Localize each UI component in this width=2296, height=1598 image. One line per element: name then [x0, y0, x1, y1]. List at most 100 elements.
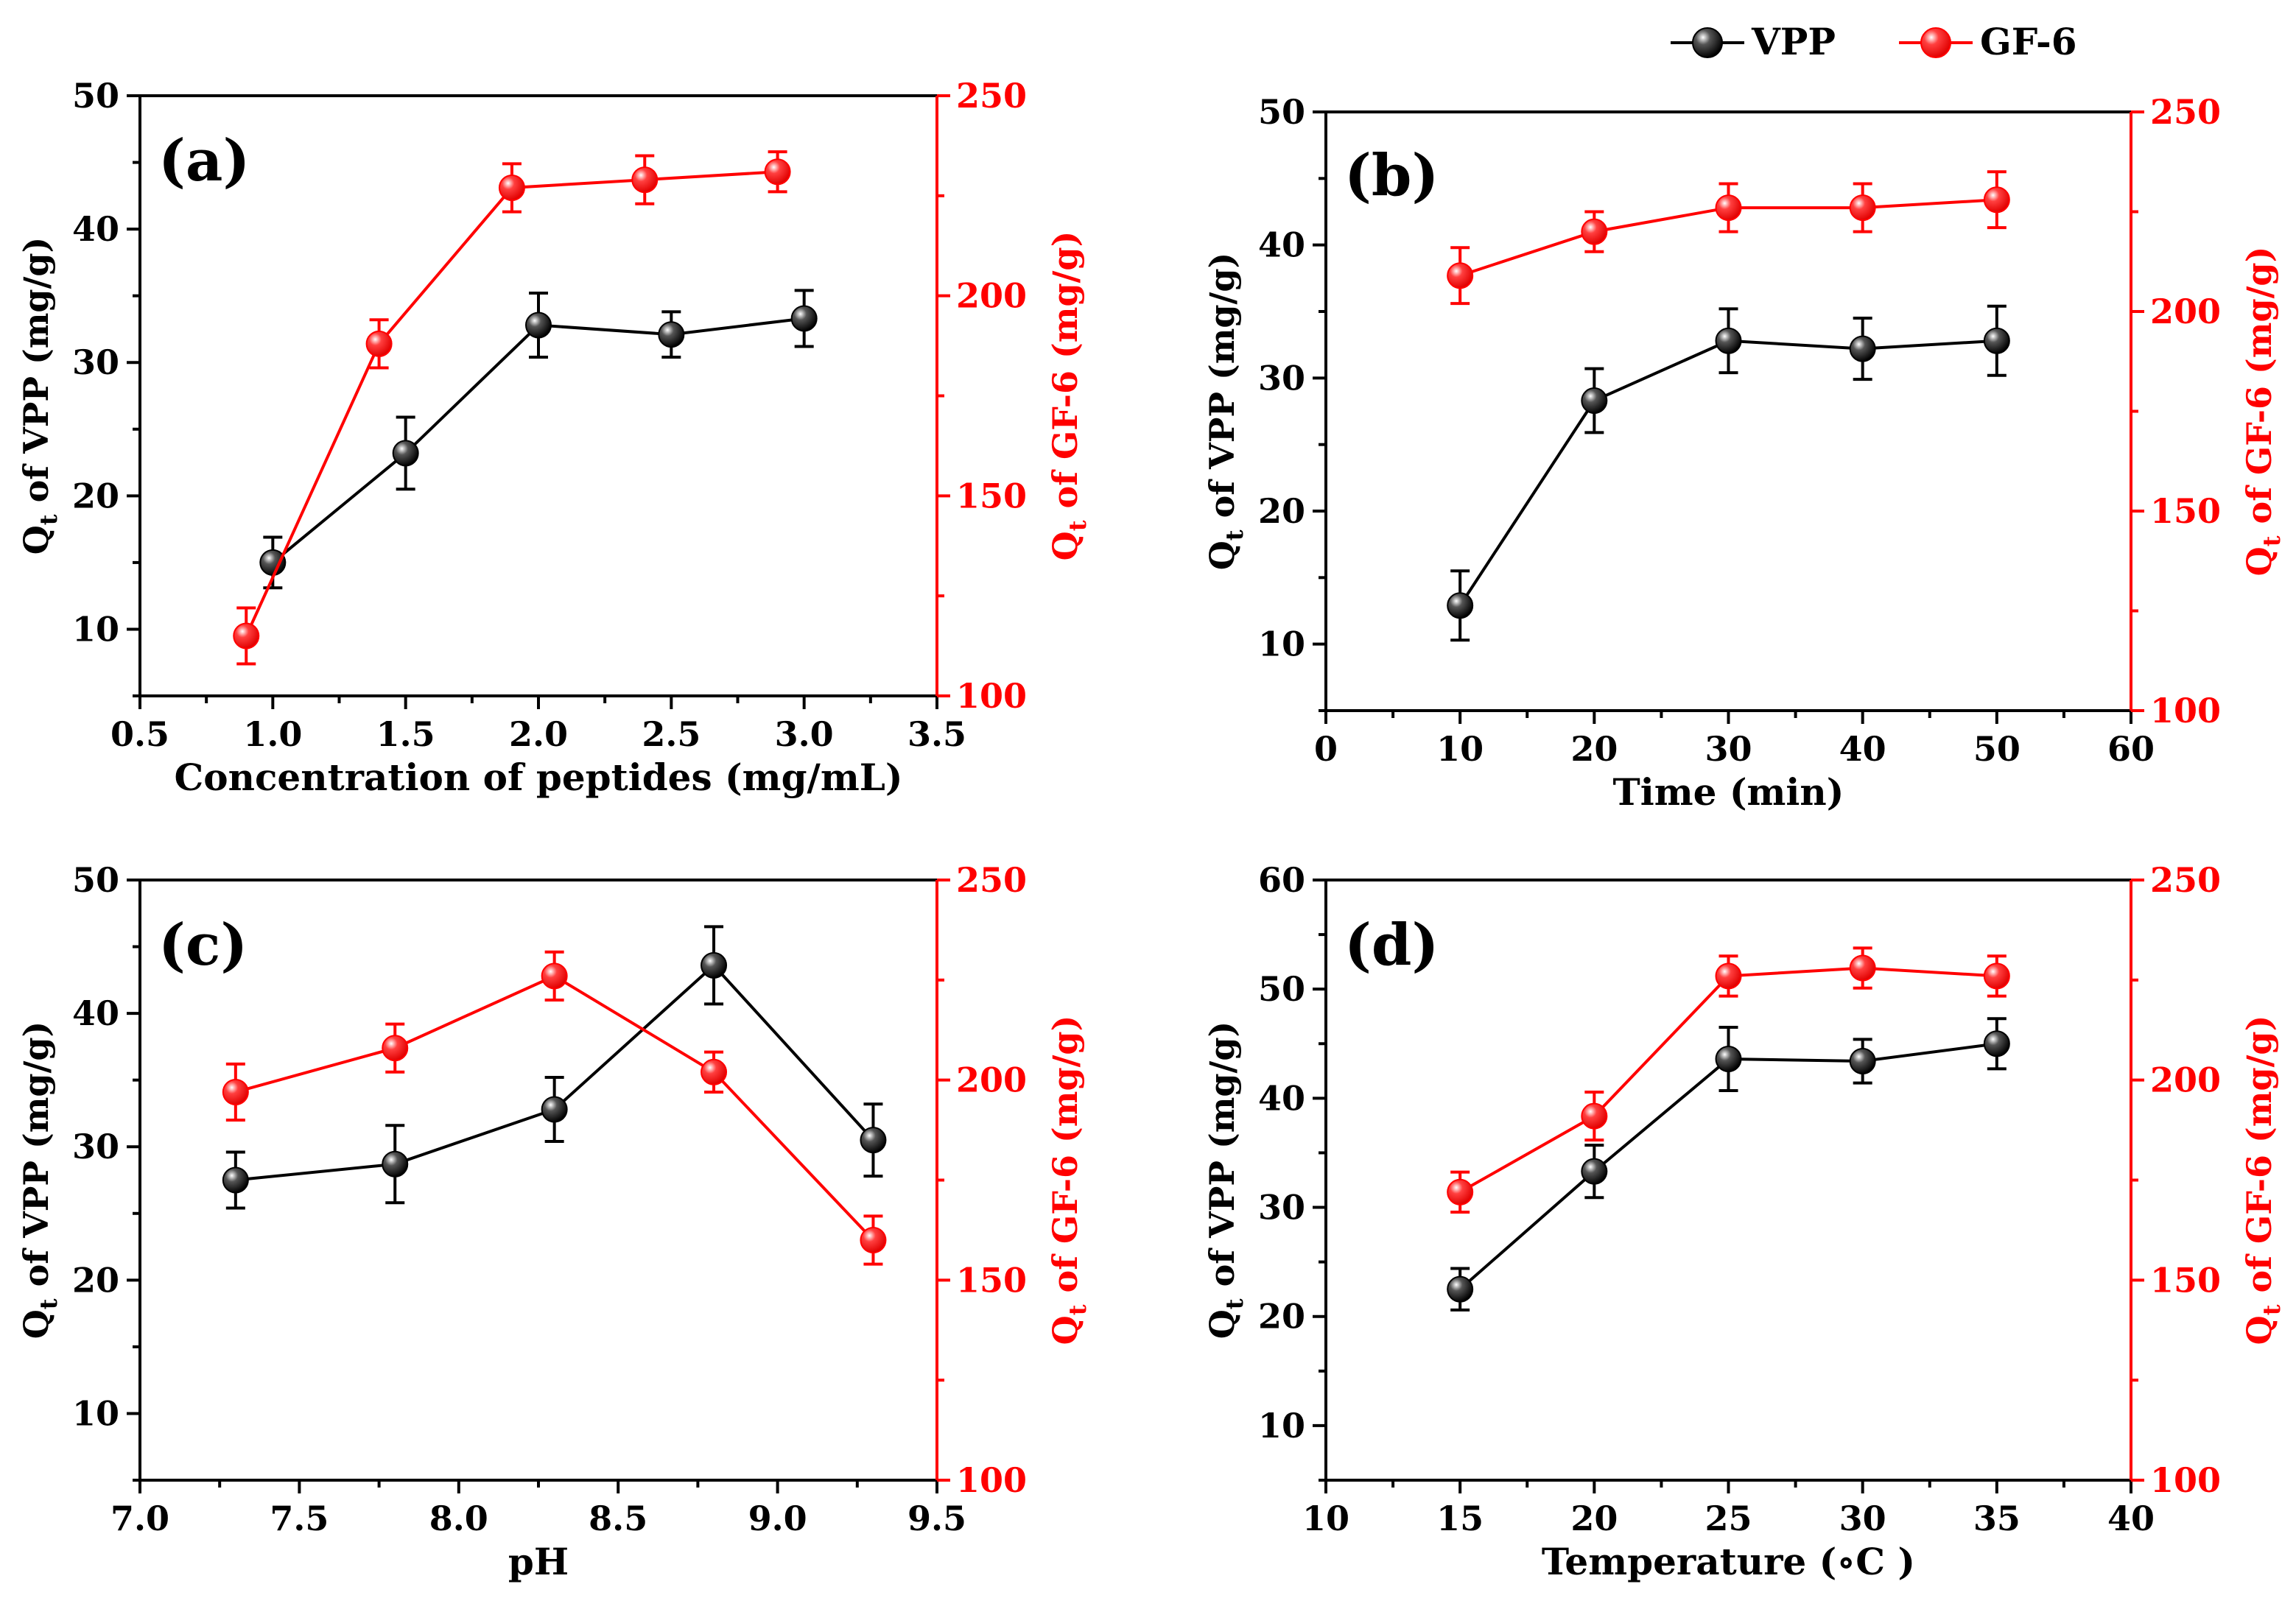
data-point — [259, 549, 287, 576]
x-tick-label: 2.5 — [642, 714, 701, 754]
left-y-axis-title: Qt of VPP (mg/g) — [16, 237, 63, 555]
series-gf6 — [233, 150, 791, 666]
left-y-tick-label: 40 — [72, 993, 119, 1033]
data-point — [365, 330, 393, 357]
data-point — [1715, 327, 1742, 354]
data-point — [1581, 1102, 1608, 1130]
x-tick-label: 3.0 — [775, 714, 834, 754]
right-y-tick-label: 250 — [2150, 92, 2221, 132]
right-y-axis-title-main: Q — [2239, 546, 2279, 576]
x-tick-label: 2.0 — [509, 714, 568, 754]
data-point — [1983, 962, 2010, 990]
data-point — [658, 321, 685, 348]
series-vpp — [1447, 1017, 2010, 1312]
left-y-tick-label: 40 — [1258, 225, 1305, 265]
x-axis-title: Temperature (∘C ) — [1542, 1540, 1915, 1583]
data-point — [860, 1127, 887, 1154]
panel-d: 10 15 20 25 30 35 40 10 20 30 40 50 60 100 150 200 250 Te… — [1202, 860, 2286, 1583]
right-y-axis-title-subscript: t — [2258, 1304, 2286, 1315]
data-point — [1715, 1046, 1742, 1073]
right-y-axis-title-rest: of GF-6 (mg/g) — [1045, 231, 1085, 521]
series-vpp — [1447, 304, 2010, 642]
left-y-axis-title: Qt of VPP (mg/g) — [1202, 1021, 1249, 1340]
legend-entry-vpp: VPP — [1671, 20, 1836, 63]
x-tick-label: 9.5 — [907, 1499, 966, 1538]
x-tick-label: 7.0 — [110, 1499, 169, 1538]
data-point — [541, 1096, 568, 1123]
left-y-axis-title-main: Q — [1202, 1309, 1242, 1339]
right-y-axis-title-main: Q — [1045, 531, 1085, 560]
legend-marker-vpp — [1692, 27, 1723, 58]
left-y-tick-label: 40 — [1258, 1078, 1305, 1118]
data-point — [1715, 194, 1742, 222]
x-tick-label: 10 — [1436, 729, 1484, 769]
left-y-tick-label: 50 — [72, 860, 119, 900]
right-y-tick-label: 100 — [956, 676, 1027, 716]
data-point — [382, 1035, 409, 1062]
series-line — [245, 170, 778, 637]
data-point — [392, 440, 419, 467]
right-y-tick-label: 150 — [956, 476, 1027, 515]
x-tick-label: 8.5 — [589, 1499, 647, 1538]
left-y-tick-label: 10 — [1258, 1406, 1305, 1446]
legend: VPP GF-6 — [1671, 20, 2077, 63]
right-y-axis-title-subscript: t — [1064, 1304, 1092, 1315]
left-y-axis-title-main: Q — [16, 1309, 56, 1339]
data-point — [1581, 218, 1608, 245]
series-gf6 — [1447, 170, 2010, 306]
right-y-tick-label: 200 — [2150, 292, 2221, 331]
x-axis-title: Concentration of peptides (mg/mL) — [174, 756, 902, 799]
right-y-axis-title-rest: of GF-6 (mg/g) — [1045, 1016, 1085, 1305]
x-tick-label: 1.5 — [376, 714, 435, 754]
data-point — [498, 174, 525, 201]
data-point — [382, 1150, 409, 1178]
left-y-axis-title-subscript: t — [1221, 529, 1249, 541]
right-y-axis-title-main: Q — [1045, 1315, 1085, 1345]
left-y-axis-title-subscript: t — [35, 514, 63, 525]
data-point — [541, 962, 568, 990]
left-y-axis-title-subscript: t — [1221, 1298, 1249, 1309]
left-y-axis-title-subscript: t — [35, 1298, 63, 1309]
data-point — [1581, 1158, 1608, 1185]
left-y-tick-label: 30 — [72, 1127, 119, 1166]
x-tick-label: 0.5 — [110, 714, 169, 754]
data-point — [701, 951, 728, 979]
x-tick-label: 40 — [2107, 1499, 2155, 1538]
panel-label: (a) — [158, 127, 250, 194]
x-tick-label: 35 — [1973, 1499, 2021, 1538]
right-y-tick-label: 200 — [2150, 1060, 2221, 1100]
data-point — [701, 1058, 728, 1085]
right-y-tick-label: 200 — [956, 1060, 1027, 1100]
left-y-axis-title-main: Q — [1202, 541, 1242, 570]
left-y-tick-label: 20 — [1258, 1297, 1305, 1337]
left-y-tick-label: 30 — [1258, 358, 1305, 398]
left-y-tick-label: 60 — [1258, 860, 1305, 900]
right-y-tick-label: 150 — [956, 1260, 1027, 1300]
data-point — [1447, 1275, 1474, 1303]
x-tick-label: 7.5 — [270, 1499, 329, 1538]
right-y-tick-label: 100 — [956, 1460, 1027, 1500]
left-y-axis-title-rest: of VPP (mg/g) — [1202, 253, 1242, 530]
x-tick-label: 25 — [1705, 1499, 1752, 1538]
left-y-axis-title: Qt of VPP (mg/g) — [16, 1021, 63, 1340]
right-y-axis-title-subscript: t — [1064, 520, 1092, 531]
left-y-tick-label: 10 — [72, 609, 119, 649]
right-y-axis-title: Qt of GF-6 (mg/g) — [2239, 247, 2286, 577]
x-tick-label: 20 — [1570, 1499, 1618, 1538]
legend-entry-gf6: GF-6 — [1899, 20, 2077, 63]
right-y-axis-title-subscript: t — [2258, 535, 2286, 546]
data-point — [1715, 962, 1742, 990]
left-y-tick-label: 20 — [72, 1260, 119, 1300]
right-y-tick-label: 150 — [2150, 1260, 2221, 1300]
data-point — [1983, 1030, 2010, 1057]
legend-marker-gf6 — [1920, 27, 1951, 58]
data-point — [860, 1227, 887, 1253]
left-y-axis-title-rest: of VPP (mg/g) — [16, 1021, 56, 1299]
data-point — [1849, 335, 1876, 362]
left-y-tick-label: 10 — [1258, 624, 1305, 664]
x-tick-label: 8.0 — [429, 1499, 488, 1538]
data-point — [1447, 1178, 1474, 1205]
data-point — [1447, 262, 1474, 289]
panel-label: (d) — [1344, 912, 1439, 979]
x-tick-label: 0 — [1314, 729, 1338, 769]
